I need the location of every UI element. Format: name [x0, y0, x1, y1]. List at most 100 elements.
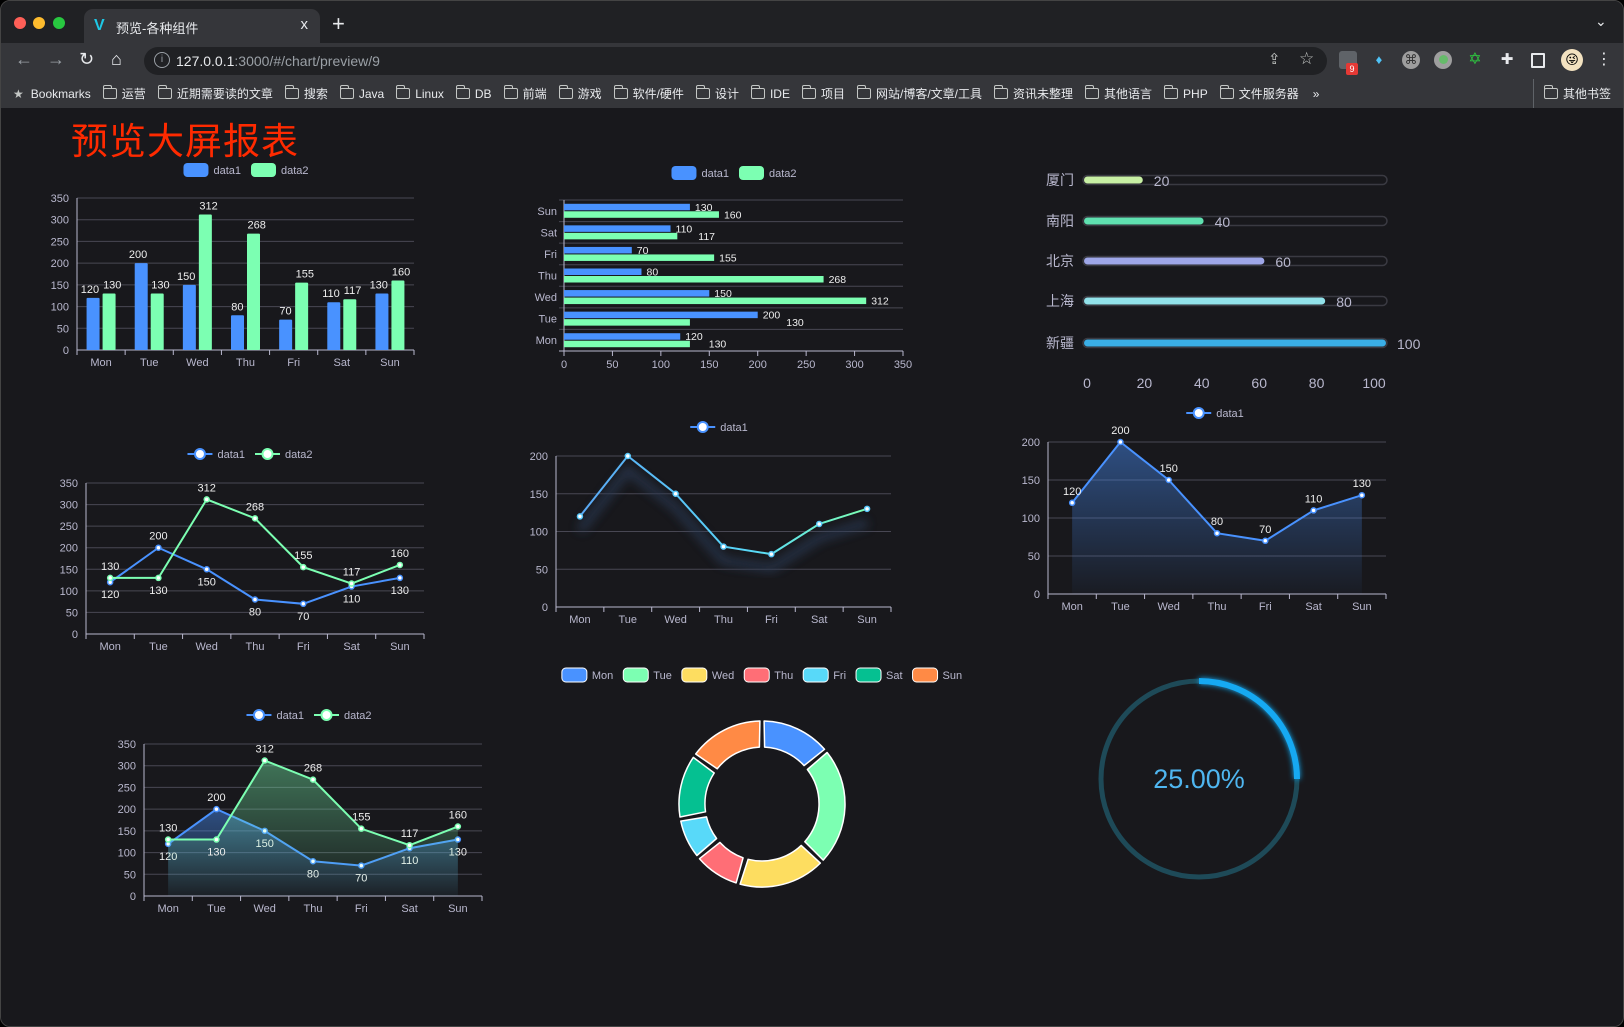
- bookmark-folder[interactable]: 近期需要读的文章: [157, 85, 273, 102]
- maximize-window-button[interactable]: [53, 17, 65, 29]
- y-tick-label: 200: [118, 804, 136, 816]
- other-bookmarks-folder[interactable]: 其他书签: [1532, 79, 1611, 108]
- legend-item: data2: [314, 709, 372, 722]
- address-bar[interactable]: i 127.0.0.1:3000/#/chart/preview/9 ⇪ ☆: [144, 47, 1327, 75]
- x-tick-label: Thu: [246, 641, 265, 653]
- star-extension-icon[interactable]: ✡: [1468, 51, 1482, 68]
- y-tick-label: 50: [1028, 551, 1040, 563]
- legend-label: data1: [1216, 408, 1244, 420]
- bookmark-folder[interactable]: Linux: [396, 85, 444, 102]
- area-fill-data2: [168, 760, 458, 896]
- circle-extension-icon[interactable]: [1434, 51, 1452, 69]
- profile-avatar[interactable]: 😜: [1561, 49, 1583, 71]
- progress-fill: [1084, 297, 1326, 305]
- share-icon[interactable]: ⇪: [1268, 51, 1281, 68]
- x-tick-label: 60: [1251, 375, 1267, 391]
- bookmark-folder[interactable]: 设计: [695, 85, 739, 102]
- tab-close-icon[interactable]: x: [300, 16, 309, 33]
- folder-icon: [1543, 85, 1558, 99]
- bookmark-folder[interactable]: DB: [455, 85, 492, 102]
- bookmark-folder[interactable]: 软件/硬件: [613, 85, 684, 102]
- chart-legend: Mon Tue Wed Thu Fri Sat Sun: [561, 667, 962, 683]
- bookmark-folder[interactable]: 项目: [801, 85, 845, 102]
- bookmark-folder[interactable]: 资讯未整理: [994, 85, 1073, 102]
- url-path: :3000/#/chart/preview/9: [234, 53, 380, 69]
- forward-arrow-icon[interactable]: →: [47, 49, 65, 69]
- legend-item: data1: [183, 163, 241, 177]
- tab-search-chevron-icon[interactable]: ⌄: [1595, 13, 1607, 29]
- bookmark-label: Java: [358, 86, 385, 101]
- bookmark-label: 搜索: [303, 87, 328, 101]
- progress-fill: [1084, 257, 1265, 265]
- browser-menu-icon[interactable]: ⋮: [1596, 51, 1612, 68]
- chart-legend: data1: [690, 421, 748, 434]
- bookmarks-overflow-button[interactable]: »: [1312, 86, 1320, 101]
- bar-data2: [564, 276, 824, 283]
- bar-data1: [564, 333, 681, 340]
- bookmark-folder[interactable]: 运营: [102, 85, 146, 102]
- new-tab-button[interactable]: +: [332, 11, 345, 36]
- gem-extension-icon[interactable]: ♦: [1375, 52, 1383, 67]
- bookmark-folder[interactable]: 搜索: [284, 85, 328, 102]
- back-arrow-icon[interactable]: ←: [15, 49, 33, 69]
- legend-label: Wed: [712, 670, 734, 682]
- x-tick-label: Tue: [140, 357, 159, 369]
- puzzle-extensions-icon[interactable]: ✚: [1500, 51, 1514, 68]
- side-panel-icon[interactable]: [1531, 53, 1545, 68]
- bookmark-folder[interactable]: 前端: [503, 85, 547, 102]
- bookmark-label: 运营: [121, 87, 146, 101]
- bookmarks-manager[interactable]: ★ Bookmarks: [13, 87, 91, 101]
- folder-icon: [994, 85, 1008, 99]
- y-tick-label: Wed: [535, 292, 557, 304]
- x-tick-label: Sun: [380, 357, 400, 369]
- x-tick-label: Sun: [448, 903, 468, 915]
- x-tick-label: Thu: [304, 903, 323, 915]
- data-point: [251, 515, 259, 522]
- x-tick-label: Mon: [99, 641, 120, 653]
- bar-value-label: 70: [637, 245, 649, 257]
- reload-icon[interactable]: ↻: [79, 49, 95, 69]
- legend-item: Mon: [561, 667, 613, 683]
- site-favicon-icon: V: [94, 17, 105, 34]
- legend-item: data1: [187, 448, 245, 461]
- url-text[interactable]: 127.0.0.1:3000/#/chart/preview/9: [176, 53, 380, 69]
- data-point: [396, 561, 404, 569]
- legend-item: Tue: [622, 667, 672, 683]
- x-tick-label: Wed: [664, 614, 686, 626]
- bookmark-folder[interactable]: 游戏: [558, 85, 602, 102]
- home-icon[interactable]: ⌂: [111, 49, 122, 69]
- bookmark-folder[interactable]: 网站/博客/文章/工具: [856, 85, 982, 102]
- point-value-label: 130: [159, 823, 177, 835]
- bookmark-folder[interactable]: IDE: [750, 85, 790, 102]
- bookmark-folder[interactable]: 其他语言: [1085, 85, 1152, 102]
- point-value-label: 130: [149, 585, 167, 597]
- point-value-label: 312: [198, 482, 216, 494]
- bar-data2: [198, 214, 212, 350]
- y-tick-label: 200: [530, 451, 548, 463]
- y-tick-label: 0: [72, 629, 78, 641]
- bar-value-label: 130: [786, 317, 804, 329]
- command-extension-icon[interactable]: ⌘: [1402, 51, 1420, 69]
- point-value-label: 312: [256, 744, 274, 756]
- bookmark-star-icon[interactable]: ☆: [1299, 49, 1315, 68]
- bar-value-label: 80: [231, 301, 243, 313]
- site-info-icon[interactable]: i: [154, 52, 170, 68]
- point-value-label: 200: [207, 792, 225, 804]
- bookmark-label: 文件服务器: [1238, 87, 1299, 101]
- bookmark-folder[interactable]: Java: [339, 85, 385, 102]
- x-tick-label: Sat: [401, 903, 418, 915]
- legend-swatch-icon: [561, 667, 588, 683]
- bookmark-folder[interactable]: PHP: [1164, 85, 1208, 102]
- point-value-label: 155: [352, 812, 370, 824]
- bar-value-label: 312: [199, 201, 217, 213]
- close-window-button[interactable]: [14, 17, 26, 29]
- folder-icon: [102, 85, 117, 99]
- bar-data1: [564, 268, 642, 275]
- browser-tab[interactable]: V 预览-各种组件 x: [84, 9, 320, 43]
- bookmark-folder[interactable]: 文件服务器: [1219, 85, 1299, 102]
- legend-label: data1: [701, 168, 729, 180]
- y-tick-label: 150: [530, 489, 548, 501]
- point-value-label: 268: [246, 501, 264, 513]
- minimize-window-button[interactable]: [33, 17, 45, 29]
- data-point: [300, 600, 307, 608]
